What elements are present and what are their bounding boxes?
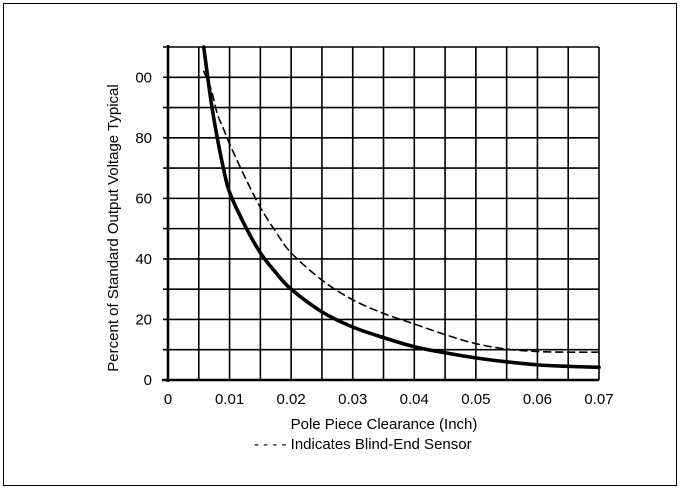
y-tick-label: 60 xyxy=(135,190,152,207)
y-tick-label: 80 xyxy=(135,130,152,147)
x-tick-label: 0.06 xyxy=(523,391,552,408)
y-tick-labels: 0 20 40 60 80 00 xyxy=(135,69,152,389)
legend-note: - - - - Indicates Blind-End Sensor xyxy=(254,436,472,453)
x-tick-label: 0.04 xyxy=(400,391,429,408)
y-tick-label: 00 xyxy=(135,69,152,86)
chart-grid xyxy=(163,46,600,381)
x-tick-label: 0.03 xyxy=(338,391,367,408)
x-tick-label: 0 xyxy=(164,391,172,408)
x-tick-label: 0.07 xyxy=(584,391,613,408)
y-tick-label: 20 xyxy=(135,311,152,328)
y-tick-label: 0 xyxy=(144,372,152,389)
x-tick-label: 0.01 xyxy=(215,391,244,408)
y-axis-title: Percent of Standard Output Voltage Typic… xyxy=(105,84,122,371)
figure-frame xyxy=(3,3,677,486)
y-tick-label: 40 xyxy=(135,251,152,268)
chart-series xyxy=(201,45,601,370)
x-tick-labels: 0 0.01 0.02 0.03 0.04 0.05 0.06 0.07 xyxy=(164,391,614,408)
x-tick-label: 0.02 xyxy=(277,391,306,408)
chart-axes xyxy=(162,45,599,382)
series-line-blind-end xyxy=(202,70,600,353)
x-axis-title: Pole Piece Clearance (Inch) xyxy=(291,416,478,433)
x-tick-label: 0.05 xyxy=(461,391,490,408)
